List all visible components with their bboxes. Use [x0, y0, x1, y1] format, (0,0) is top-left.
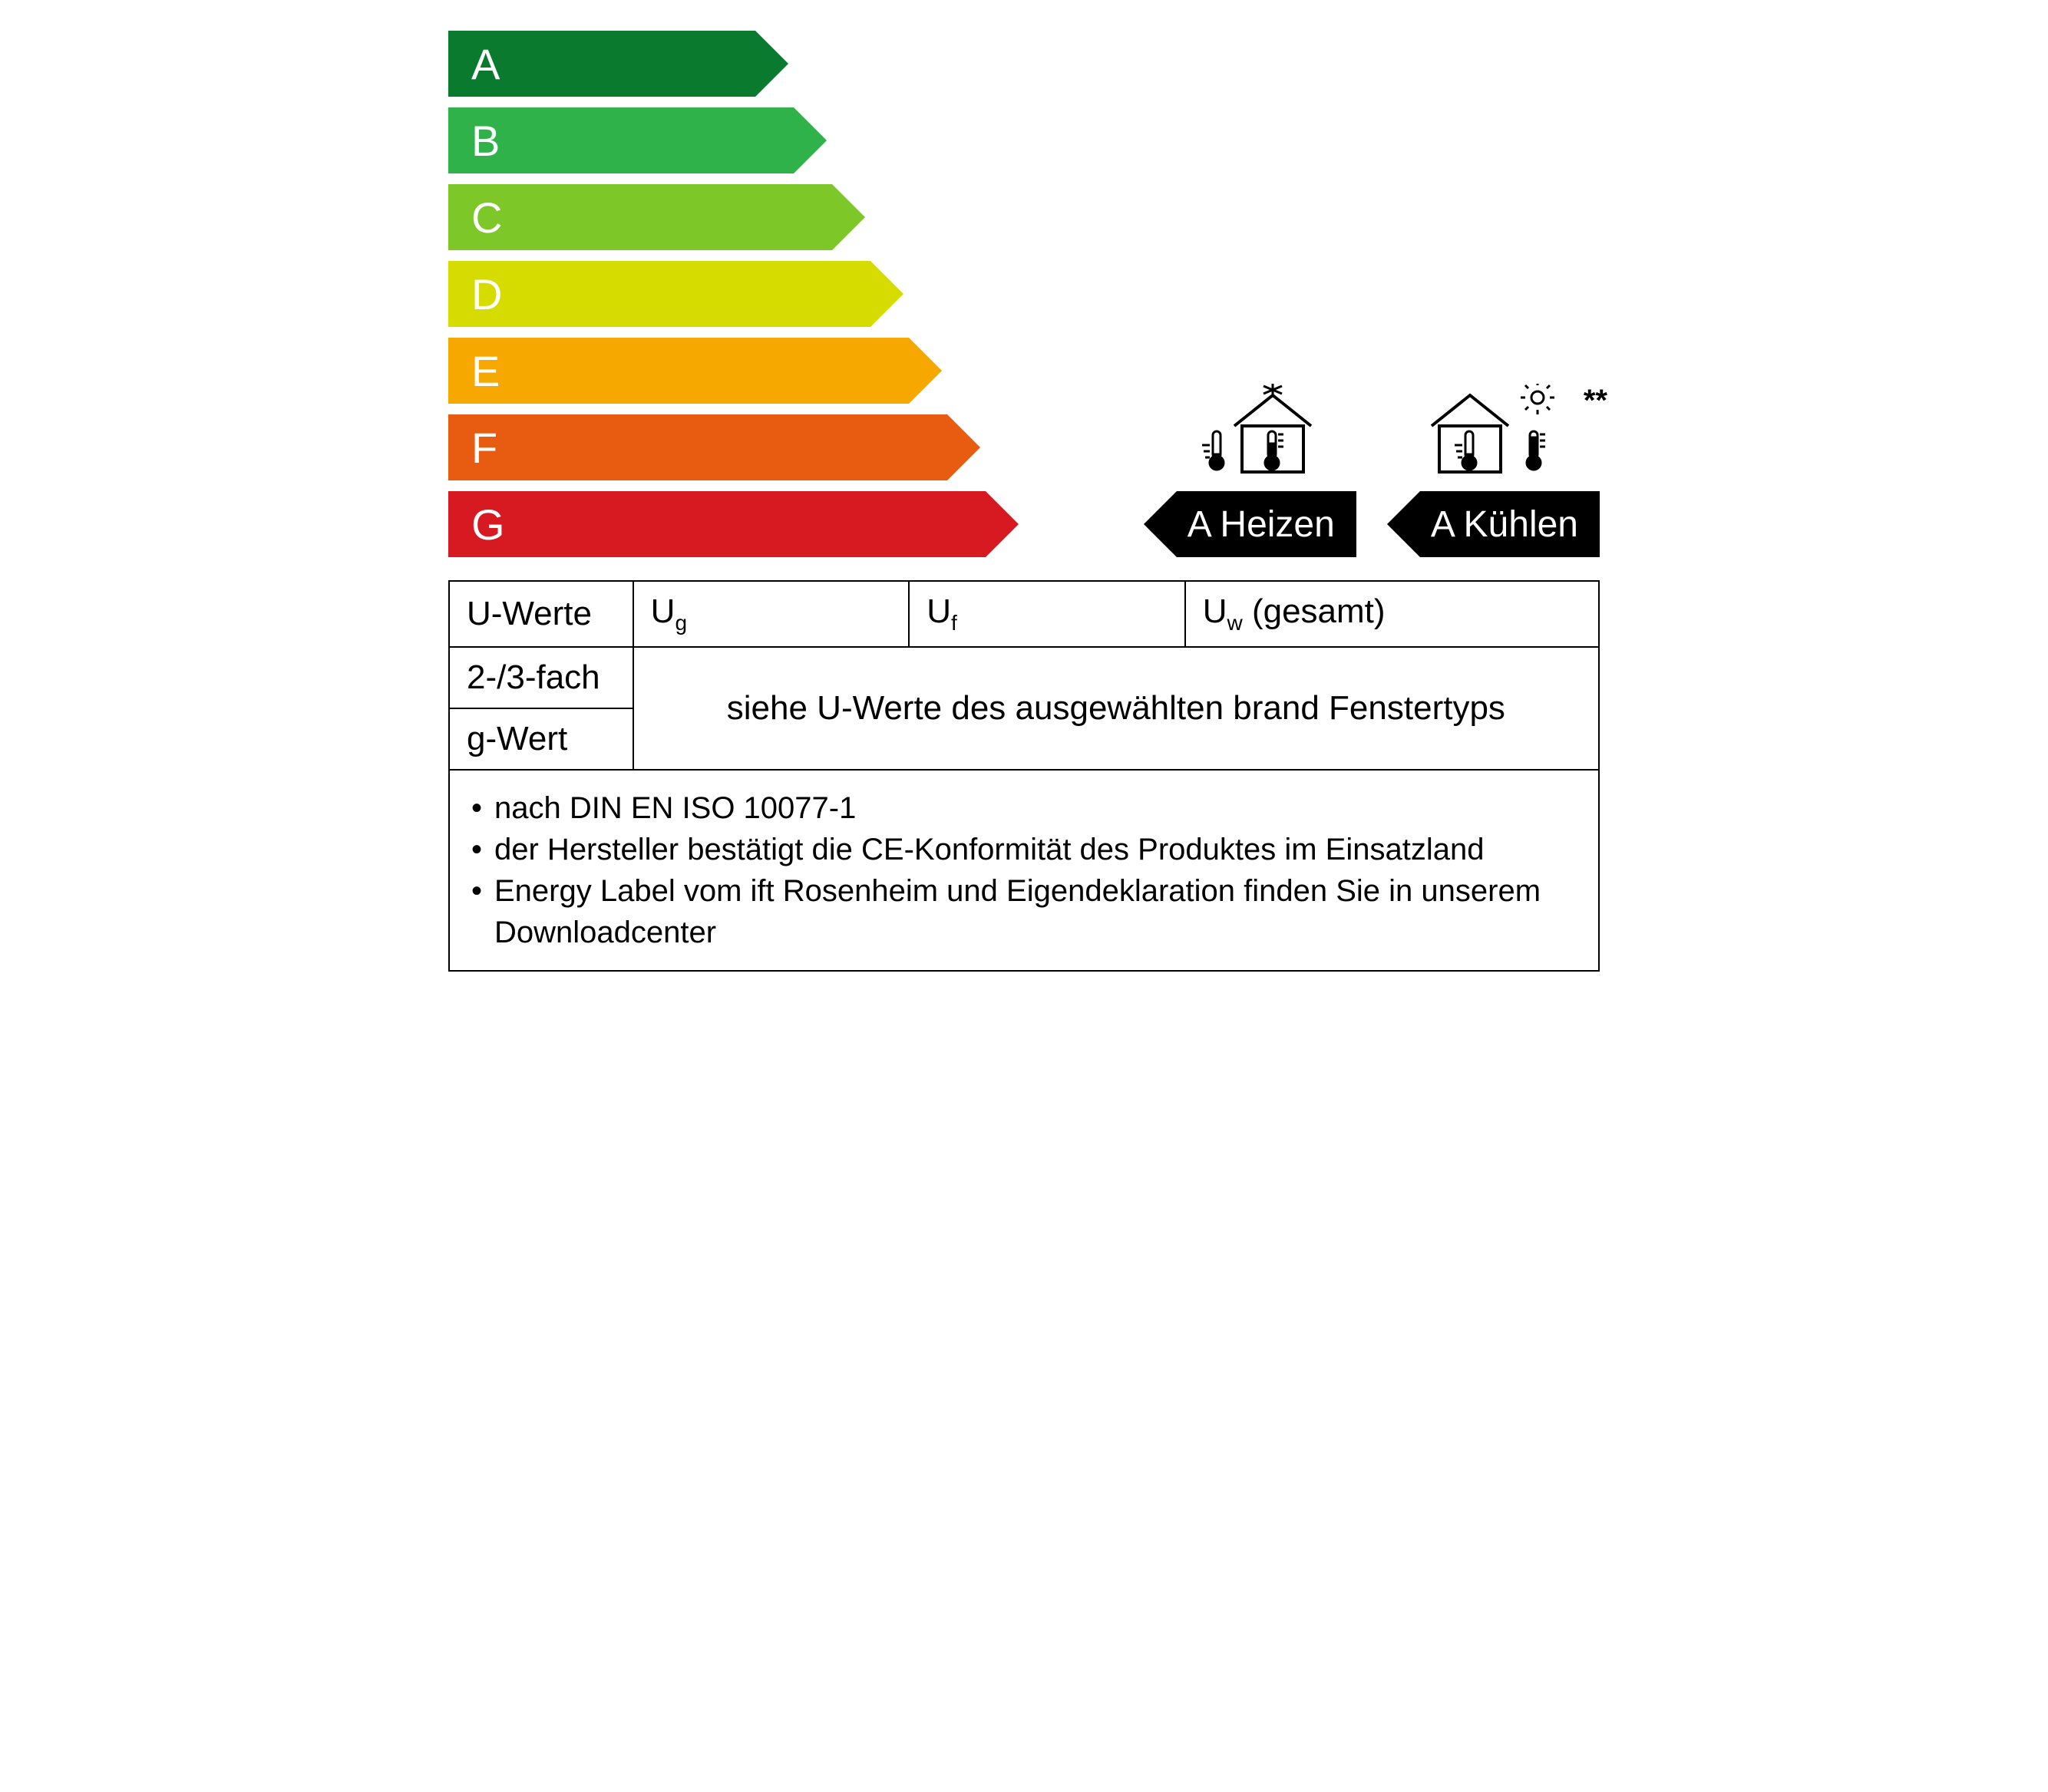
rating-tag-arrow	[1144, 491, 1177, 557]
notes-item: Energy Label vom ift Rosenheim und Eigen…	[468, 870, 1580, 953]
cell-merged: siehe U-Werte des ausgewählten brand Fen…	[633, 647, 1599, 770]
heating-house-icon	[1165, 384, 1334, 483]
rating-heating-tag: A Heizen	[1144, 491, 1356, 557]
top-section: ABCDEFG **	[448, 31, 1600, 557]
rating-tag-body: A Heizen	[1177, 491, 1356, 557]
energy-bar-letter: F	[471, 423, 497, 473]
energy-bar-body: G	[448, 491, 986, 557]
rating-heating: A Heizen	[1144, 384, 1356, 557]
asterisks: **	[1584, 384, 1607, 418]
energy-bar-letter: A	[471, 39, 500, 89]
energy-bar-c: C	[448, 184, 1019, 250]
notes-item: nach DIN EN ISO 10077-1	[468, 787, 1580, 829]
energy-bar-letter: C	[471, 193, 502, 243]
rating-tag-body: A Kühlen	[1420, 491, 1600, 557]
energy-bar-e: E	[448, 338, 1019, 404]
table-row: 2-/3-fach siehe U-Werte des ausgewählten…	[449, 647, 1599, 708]
energy-bar-f: F	[448, 414, 1019, 480]
energy-bar-letter: G	[471, 500, 505, 549]
cell-gwert: g-Wert	[449, 708, 633, 770]
energy-bar-body: C	[448, 184, 832, 250]
energy-bar-g: G	[448, 491, 1019, 557]
ratings: **	[1049, 384, 1600, 557]
energy-label: ABCDEFG **	[448, 31, 1600, 972]
energy-bar-letter: B	[471, 116, 500, 166]
energy-bar-arrowhead	[947, 414, 980, 480]
energy-bar-body: E	[448, 338, 909, 404]
table-row: nach DIN EN ISO 10077-1der Hersteller be…	[449, 770, 1599, 971]
energy-bar-body: B	[448, 107, 794, 173]
rating-tag-arrow	[1387, 491, 1420, 557]
energy-bar-body: F	[448, 414, 947, 480]
cell-notes: nach DIN EN ISO 10077-1der Hersteller be…	[449, 770, 1599, 971]
cell-ug: Ug	[633, 581, 910, 647]
energy-bar-arrowhead	[794, 107, 827, 173]
energy-bar-arrowhead	[909, 338, 942, 404]
cell-2-3fach: 2-/3-fach	[449, 647, 633, 708]
rating-cooling-label: A Kühlen	[1431, 503, 1578, 546]
energy-bar-arrowhead	[870, 261, 903, 327]
energy-bar-b: B	[448, 107, 1019, 173]
uvalues-table: U-Werte Ug Uf Uw (gesamt) 2-/3-fach sieh…	[448, 580, 1600, 972]
notes-list: nach DIN EN ISO 10077-1der Hersteller be…	[468, 787, 1580, 953]
energy-bar-arrowhead	[986, 491, 1019, 557]
cell-uf: Uf	[909, 581, 1185, 647]
notes-item: der Hersteller bestätigt die CE-Konformi…	[468, 829, 1580, 870]
rating-heating-label: A Heizen	[1188, 503, 1335, 546]
rating-cooling: A Kühlen	[1387, 384, 1600, 557]
energy-bar-a: A	[448, 31, 1019, 97]
energy-bar-body: A	[448, 31, 755, 97]
energy-bar-d: D	[448, 261, 1019, 327]
energy-bar-body: D	[448, 261, 870, 327]
energy-bar-arrowhead	[755, 31, 788, 97]
table-row: U-Werte Ug Uf Uw (gesamt)	[449, 581, 1599, 647]
energy-bar-letter: D	[471, 269, 502, 319]
energy-bars: ABCDEFG	[448, 31, 1019, 557]
rating-cooling-tag: A Kühlen	[1387, 491, 1600, 557]
energy-bar-arrowhead	[832, 184, 865, 250]
cooling-house-icon	[1409, 384, 1577, 483]
energy-bar-letter: E	[471, 346, 500, 396]
cell-uwerte: U-Werte	[449, 581, 633, 647]
cell-uw: Uw (gesamt)	[1185, 581, 1599, 647]
